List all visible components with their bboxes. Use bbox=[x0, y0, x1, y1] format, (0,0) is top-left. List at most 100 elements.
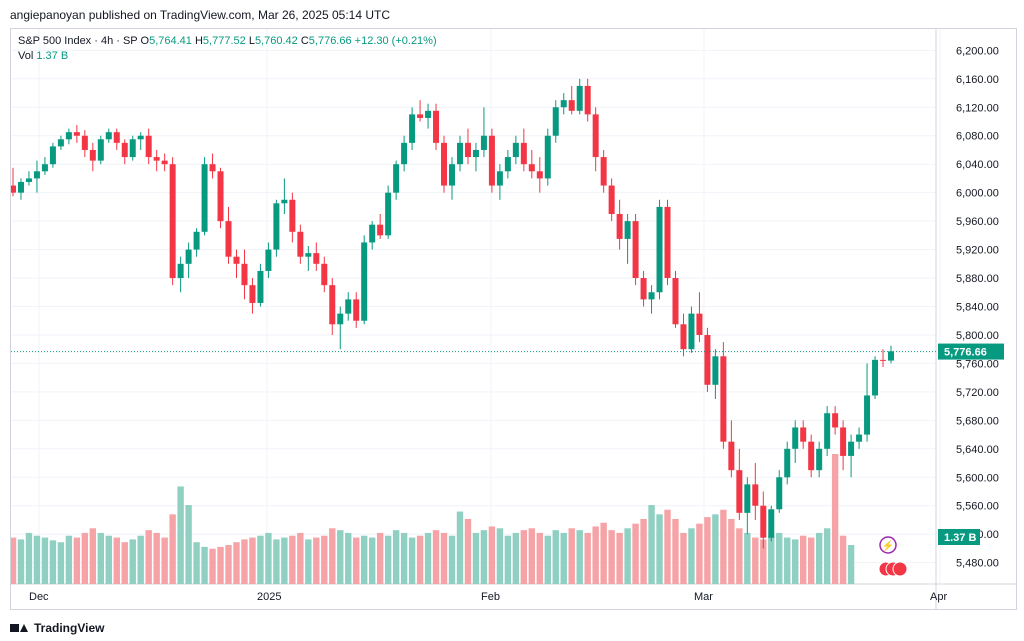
candle-body bbox=[337, 313, 344, 325]
candle-body bbox=[552, 107, 559, 136]
candle-body bbox=[121, 142, 128, 158]
candle-body bbox=[776, 477, 783, 510]
candle-body bbox=[433, 110, 440, 143]
volume-bar bbox=[249, 537, 256, 584]
candle-body bbox=[560, 100, 567, 108]
volume-bar bbox=[161, 537, 168, 584]
candle-body bbox=[808, 441, 815, 471]
last-price-tag bbox=[938, 343, 1004, 360]
volume-bar bbox=[113, 537, 120, 584]
volume-bar bbox=[616, 532, 623, 584]
chart-panel[interactable]: 6,200.00 6,160.00 6,120.00 6,080.00 6,040.00… bbox=[10, 28, 1017, 610]
candle-body bbox=[249, 285, 256, 303]
y-tick-label: 5,920.00 bbox=[956, 245, 999, 257]
volume-bar bbox=[688, 528, 695, 584]
candle-body bbox=[113, 132, 120, 143]
candle-body bbox=[688, 313, 695, 350]
candle-body bbox=[161, 160, 168, 165]
volume-bar bbox=[305, 539, 312, 584]
candle-body bbox=[680, 324, 687, 350]
y-tick-label: 5,960.00 bbox=[956, 216, 999, 228]
candle-body bbox=[89, 149, 96, 161]
y-tick-label: 6,200.00 bbox=[956, 45, 999, 57]
volume-bar bbox=[456, 511, 464, 584]
volume-bar bbox=[392, 530, 400, 584]
candle-body bbox=[792, 427, 799, 449]
candle-body bbox=[800, 427, 807, 442]
volume-bar bbox=[185, 505, 192, 584]
volume-bar bbox=[177, 486, 184, 584]
x-tick-label: Mar bbox=[694, 591, 713, 603]
x-tick-label: Feb bbox=[481, 591, 500, 603]
volume-bar bbox=[121, 542, 128, 584]
x-tick-label: Dec bbox=[29, 591, 49, 603]
candle-body bbox=[345, 299, 352, 314]
candle-body bbox=[864, 395, 871, 435]
volume-bar bbox=[145, 530, 152, 584]
volume-bar bbox=[807, 537, 815, 584]
volume-bar bbox=[408, 537, 416, 584]
candle-body bbox=[712, 356, 719, 385]
candle-body bbox=[289, 199, 296, 232]
candle-body bbox=[81, 135, 88, 150]
candle-body bbox=[409, 114, 416, 143]
volume-bar bbox=[81, 532, 89, 584]
high-label: H bbox=[194, 35, 203, 47]
candle-body bbox=[576, 85, 583, 111]
candle-body bbox=[480, 135, 487, 150]
candle-body bbox=[265, 249, 272, 271]
candle-body bbox=[744, 484, 751, 513]
candle-body bbox=[11, 185, 16, 193]
volume-bar bbox=[528, 528, 536, 584]
candle-body bbox=[137, 135, 144, 140]
volume-bar bbox=[800, 535, 807, 584]
volume-bar bbox=[105, 535, 112, 584]
low-value: 5,760.42 bbox=[254, 35, 298, 47]
volume-bar bbox=[361, 535, 368, 584]
event-badges[interactable]: ⚡ bbox=[878, 535, 908, 585]
volume-bar bbox=[520, 530, 528, 584]
volume-bar bbox=[576, 530, 583, 584]
volume-bar bbox=[49, 540, 57, 584]
candle-body bbox=[720, 356, 727, 442]
candle-body bbox=[185, 249, 192, 264]
volume-bar bbox=[552, 530, 559, 584]
volume-bar bbox=[736, 528, 743, 584]
symbol-label[interactable]: S&P 500 Index · 4h · SP bbox=[18, 35, 138, 47]
candle-body bbox=[512, 142, 519, 158]
volume-bar bbox=[680, 532, 687, 584]
published-caption: angiepanoyan published on TradingView.co… bbox=[10, 8, 391, 22]
volume-bar bbox=[41, 537, 49, 584]
y-tick-label: 5,600.00 bbox=[956, 472, 999, 484]
candle-body bbox=[784, 448, 791, 478]
y-tick-label: 6,000.00 bbox=[956, 188, 999, 200]
volume-bar bbox=[728, 519, 735, 584]
volume-bar bbox=[17, 539, 25, 584]
candle-body bbox=[49, 146, 56, 165]
volume-bar bbox=[217, 546, 224, 584]
candle-body bbox=[648, 292, 655, 300]
candle-body bbox=[17, 181, 24, 193]
candle-body bbox=[608, 185, 615, 214]
volume-bar bbox=[432, 530, 440, 584]
candle-body bbox=[840, 427, 847, 456]
volume-bar bbox=[672, 519, 679, 584]
volume-bar bbox=[25, 532, 33, 584]
candlestick-chart[interactable]: 6,200.00 6,160.00 6,120.00 6,080.00 6,040.00… bbox=[11, 29, 1016, 609]
candle-body bbox=[425, 110, 432, 118]
candle-body bbox=[217, 171, 224, 222]
volume-bar bbox=[376, 532, 384, 584]
volume-bar bbox=[57, 542, 65, 584]
volume-bar bbox=[648, 505, 655, 584]
candle-body bbox=[752, 484, 759, 506]
last-price-label: 5,776.66 bbox=[944, 347, 987, 359]
candle-body bbox=[145, 135, 152, 158]
volume-bar bbox=[321, 535, 328, 584]
tradingview-footer[interactable]: TradingView bbox=[10, 621, 104, 635]
high-value: 5,777.52 bbox=[202, 35, 246, 47]
candle-body bbox=[169, 164, 176, 279]
volume-bar bbox=[225, 545, 232, 584]
volume-bar bbox=[624, 528, 631, 584]
candle-body bbox=[672, 278, 679, 325]
close-value: 5,776.66 bbox=[308, 35, 352, 47]
